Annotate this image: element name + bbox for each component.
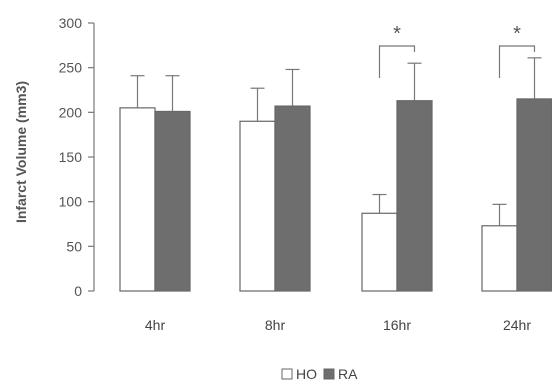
bar-ra-16hr <box>396 100 433 292</box>
bar-ho-16hr <box>361 212 398 292</box>
bar-ho-8hr <box>239 120 276 292</box>
x-tick-label: 16hr <box>383 317 411 333</box>
y-tick-label: 250 <box>59 60 83 76</box>
legend-label-ho: HO <box>296 366 317 382</box>
axes: 0 50 100 150 200 250 300 <box>59 15 95 299</box>
legend-swatch-ho <box>281 368 293 380</box>
y-tick-label: 100 <box>59 194 83 210</box>
y-tick-label: 150 <box>59 149 83 165</box>
y-tick-label: 0 <box>74 283 82 299</box>
bar-ra-4hr <box>154 110 191 292</box>
significance-star: * <box>393 23 401 45</box>
bars: 4hr 8hr 16hr 24hr <box>119 57 552 333</box>
legend: HO RA <box>281 366 358 382</box>
y-axis-label: Infarct Volume (mm3) <box>13 81 29 223</box>
y-tick-label: 300 <box>59 15 83 31</box>
bar-ra-8hr <box>274 105 311 292</box>
significance-annotations: * * <box>378 23 536 78</box>
x-tick-label: 24hr <box>503 317 531 333</box>
bar-ra-24hr <box>516 98 552 292</box>
x-tick-label: 8hr <box>265 317 286 333</box>
legend-swatch-ra <box>323 368 335 380</box>
significance-bracket <box>498 45 536 78</box>
legend-label-ra: RA <box>338 366 358 382</box>
x-tick-label: 4hr <box>145 317 166 333</box>
significance-star: * <box>513 23 521 45</box>
bar-ho-4hr <box>119 107 156 292</box>
y-tick-label: 200 <box>59 104 83 120</box>
bar-ho-24hr <box>481 225 518 292</box>
significance-bracket <box>378 45 416 78</box>
y-tick-label: 50 <box>66 238 82 254</box>
